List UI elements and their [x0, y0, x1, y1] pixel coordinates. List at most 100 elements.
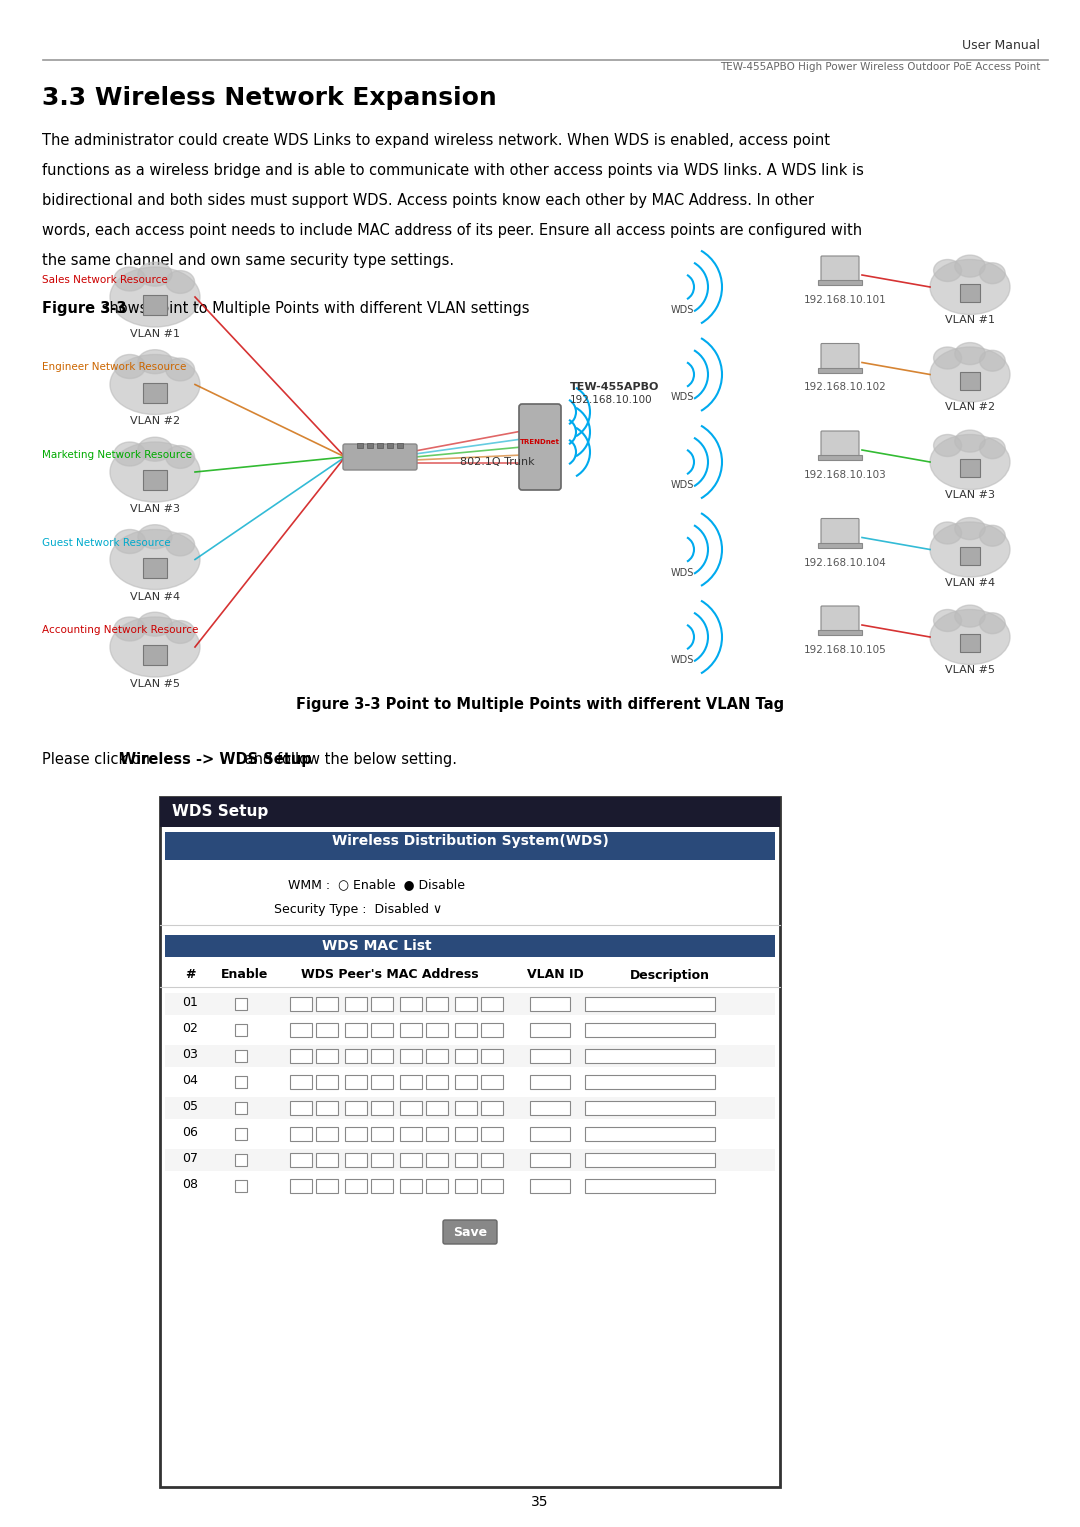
Bar	[960, 547, 980, 565]
Text: VLAN #4: VLAN #4	[130, 591, 180, 602]
Bar	[291, 1179, 312, 1193]
Bar	[960, 284, 980, 302]
Ellipse shape	[138, 437, 172, 461]
Bar	[372, 997, 393, 1011]
Text: Security Type :  Disabled ∨: Security Type : Disabled ∨	[274, 904, 443, 916]
Bar	[481, 1153, 503, 1167]
Text: 192.168.10.105: 192.168.10.105	[804, 644, 887, 655]
Bar	[143, 557, 167, 577]
Bar	[530, 1101, 570, 1115]
Bar	[455, 1101, 477, 1115]
Bar	[585, 1153, 715, 1167]
Bar	[291, 997, 312, 1011]
Text: 06: 06	[183, 1127, 198, 1139]
Bar	[316, 1179, 338, 1193]
Bar	[372, 1153, 393, 1167]
Bar	[291, 1127, 312, 1141]
Ellipse shape	[933, 347, 961, 370]
Bar	[481, 1127, 503, 1141]
Text: 07: 07	[183, 1153, 198, 1165]
Bar	[377, 443, 383, 447]
Ellipse shape	[980, 350, 1005, 371]
Ellipse shape	[980, 438, 1005, 458]
FancyBboxPatch shape	[443, 1220, 497, 1245]
FancyBboxPatch shape	[821, 257, 859, 282]
Bar	[235, 999, 247, 1009]
Text: bidirectional and both sides must support WDS. Access points know each other by : bidirectional and both sides must suppor…	[42, 192, 814, 208]
Bar	[818, 455, 862, 460]
Text: The administrator could create WDS Links to expand wireless network. When WDS is: The administrator could create WDS Links…	[42, 133, 831, 148]
Bar	[372, 1023, 393, 1037]
Ellipse shape	[955, 255, 985, 276]
Bar	[481, 997, 503, 1011]
Bar	[481, 1101, 503, 1115]
Bar	[372, 1049, 393, 1063]
Ellipse shape	[955, 518, 985, 539]
FancyBboxPatch shape	[821, 431, 859, 458]
Text: WDS: WDS	[671, 305, 693, 315]
Bar	[165, 1070, 775, 1093]
Bar	[165, 1096, 775, 1119]
Ellipse shape	[110, 617, 200, 676]
Bar	[400, 1153, 422, 1167]
Bar	[585, 1127, 715, 1141]
Bar	[455, 997, 477, 1011]
Bar	[235, 1077, 247, 1089]
Bar	[387, 443, 393, 447]
Ellipse shape	[138, 525, 172, 548]
Bar	[345, 997, 367, 1011]
Bar	[372, 1179, 393, 1193]
Bar	[818, 279, 862, 286]
Text: VLAN ID: VLAN ID	[527, 968, 583, 982]
Ellipse shape	[933, 435, 961, 457]
Bar	[345, 1101, 367, 1115]
Bar	[316, 1023, 338, 1037]
Text: VLAN #5: VLAN #5	[945, 664, 995, 675]
Bar	[426, 1049, 448, 1063]
Ellipse shape	[166, 359, 194, 380]
Text: TRENDnet: TRENDnet	[519, 438, 561, 444]
Text: TEW-455APBO: TEW-455APBO	[570, 382, 660, 392]
Text: VLAN #3: VLAN #3	[945, 490, 995, 499]
Bar	[585, 1049, 715, 1063]
Bar	[160, 797, 780, 828]
Bar	[165, 935, 775, 957]
Ellipse shape	[166, 533, 194, 556]
Ellipse shape	[114, 530, 146, 553]
Ellipse shape	[980, 263, 1005, 284]
Ellipse shape	[930, 609, 1010, 664]
Text: functions as a wireless bridge and is able to communicate with other access poin: functions as a wireless bridge and is ab…	[42, 163, 864, 179]
Bar	[455, 1049, 477, 1063]
Text: WDS: WDS	[671, 655, 693, 664]
Bar	[426, 997, 448, 1011]
Text: WDS MAC List: WDS MAC List	[322, 939, 432, 953]
Text: 04: 04	[183, 1075, 198, 1087]
Bar	[235, 1102, 247, 1115]
Bar	[291, 1153, 312, 1167]
Text: #: #	[185, 968, 195, 982]
Bar	[481, 1023, 503, 1037]
Ellipse shape	[110, 530, 200, 589]
Text: WMM :  ○ Enable  ● Disable: WMM : ○ Enable ● Disable	[288, 878, 465, 892]
Bar	[316, 997, 338, 1011]
Text: 02: 02	[183, 1023, 198, 1035]
Bar	[400, 997, 422, 1011]
Text: VLAN #4: VLAN #4	[945, 577, 995, 588]
Ellipse shape	[955, 431, 985, 452]
Bar	[585, 997, 715, 1011]
Bar	[235, 1025, 247, 1035]
Bar	[585, 1101, 715, 1115]
Text: 3.3 Wireless Network Expansion: 3.3 Wireless Network Expansion	[42, 86, 497, 110]
Text: VLAN #5: VLAN #5	[130, 680, 180, 689]
Bar	[960, 460, 980, 476]
Bar	[426, 1153, 448, 1167]
Ellipse shape	[930, 435, 1010, 490]
Bar	[530, 1075, 570, 1089]
Bar	[400, 1023, 422, 1037]
Bar	[165, 1174, 775, 1197]
Bar	[291, 1023, 312, 1037]
Bar	[455, 1153, 477, 1167]
Ellipse shape	[114, 617, 146, 641]
Ellipse shape	[114, 354, 146, 379]
Text: 192.168.10.102: 192.168.10.102	[804, 382, 887, 392]
